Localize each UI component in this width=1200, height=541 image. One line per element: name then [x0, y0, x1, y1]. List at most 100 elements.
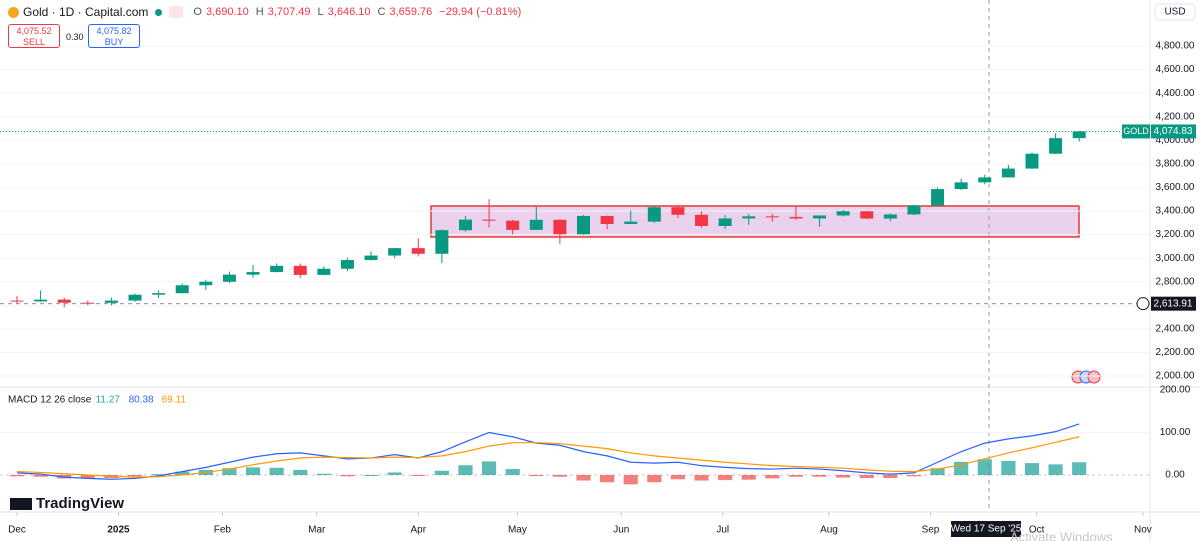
- x-tick-label: Nov: [1134, 525, 1152, 536]
- symbol[interactable]: Gold · 1D · Capital.com: [23, 5, 149, 19]
- macd-histogram-bar: [387, 472, 402, 476]
- ohlc-value: 3,646.10: [327, 6, 371, 18]
- candle-body: [246, 272, 260, 275]
- y-tick-label: 4,200.00: [1156, 111, 1195, 122]
- candle-body: [742, 216, 756, 219]
- candle-body: [104, 300, 118, 303]
- macd-histogram-bar: [269, 467, 284, 476]
- event-icon[interactable]: [169, 6, 184, 18]
- sell-button[interactable]: 4,075.52 SELL: [8, 24, 60, 48]
- candle-body: [270, 265, 284, 273]
- candle-body: [81, 302, 95, 304]
- candle-body: [388, 248, 402, 256]
- last-price-label: 4,074.83: [1154, 126, 1193, 137]
- candle-body: [506, 220, 520, 230]
- macd-histogram-bar: [1048, 464, 1063, 476]
- x-tick-label: 2025: [107, 525, 130, 536]
- x-tick-label: Jun: [613, 525, 629, 536]
- candle-body: [199, 281, 213, 286]
- macd-histogram-bar: [127, 475, 143, 477]
- buy-button[interactable]: 4,075.82 BUY: [88, 24, 140, 48]
- crosshair-date: Wed 17 Sep '25: [951, 524, 1022, 535]
- ohlc-value: 3,659.76: [389, 6, 433, 18]
- macd-histogram-bar: [529, 475, 544, 477]
- currency[interactable]: USD: [1164, 7, 1185, 18]
- macd-histogram-bar: [788, 475, 804, 477]
- macd-histogram-bar: [977, 459, 992, 476]
- candle-body: [907, 205, 921, 215]
- currency-button[interactable]: [1154, 3, 1196, 21]
- macd-histogram-bar: [363, 475, 379, 477]
- header: Gold · 1D · Capital.com O 3,690.10 H 3,707…: [8, 5, 524, 19]
- candle-body: [813, 215, 827, 219]
- change: −29.94 (−0.81%): [439, 6, 522, 18]
- macd-histogram-bar: [765, 475, 780, 479]
- ohlc-value: 3,690.10: [205, 6, 249, 18]
- macd-line: [16, 436, 1080, 478]
- x-tick-label: Apr: [410, 525, 426, 536]
- candle-body: [765, 216, 779, 218]
- ohlc-value: 3,707.49: [267, 6, 311, 18]
- candle-body: [364, 255, 378, 261]
- candle-body: [1025, 153, 1039, 169]
- macd-histogram-bar: [505, 469, 520, 476]
- macd-histogram-bar: [647, 475, 662, 483]
- macd-histogram-bar: [293, 469, 308, 476]
- y-tick-label: 4,400.00: [1156, 88, 1195, 99]
- candle-body: [175, 285, 189, 294]
- macd-histogram-bar: [623, 475, 638, 485]
- add-alert-button[interactable]: [1136, 297, 1150, 311]
- macd-histogram-bar: [930, 468, 945, 476]
- candle-body: [718, 218, 732, 226]
- candle-body: [883, 214, 897, 219]
- x-tick-label: Sep: [922, 525, 940, 536]
- ohlc-label: O: [193, 6, 202, 18]
- x-tick-label: Aug: [820, 525, 838, 536]
- macd-histogram-bar: [1024, 463, 1040, 476]
- macd-histogram-bar: [80, 475, 95, 479]
- candle-body: [1072, 131, 1086, 139]
- y-tick-label: 2,000.00: [1156, 371, 1195, 382]
- buy-label: BUY: [104, 37, 124, 47]
- candle-body: [222, 274, 236, 282]
- y-tick-label: 100.00: [1160, 427, 1191, 438]
- macd-histogram-bar: [434, 470, 449, 476]
- last-price-name-box: [1122, 124, 1150, 139]
- macd-histogram-bar: [1001, 460, 1016, 476]
- crosshair-price-label: 2,613.91: [1154, 298, 1193, 309]
- y-tick-label: 2,800.00: [1156, 276, 1195, 287]
- y-tick-label: 3,200.00: [1156, 229, 1195, 240]
- y-tick-label: 3,600.00: [1156, 182, 1195, 193]
- candle-body: [34, 299, 48, 302]
- branding: TradingView: [36, 495, 124, 512]
- candle-body: [152, 293, 166, 295]
- candle-body: [978, 177, 992, 183]
- macd-histogram-bar: [718, 475, 733, 481]
- macd-histogram-bar: [859, 475, 874, 478]
- macd-histogram-bar: [481, 461, 497, 476]
- y-tick-label: 0.00: [1165, 470, 1185, 481]
- event-flag[interactable]: [1087, 370, 1101, 384]
- candle-body: [647, 207, 661, 222]
- macd-histogram-bar: [316, 473, 331, 476]
- sell-label: SELL: [22, 37, 46, 47]
- macd-histogram-bar: [458, 465, 473, 476]
- ohlc-label: C: [377, 6, 386, 18]
- last-price-name: GOLD: [1123, 126, 1149, 136]
- candle-body: [435, 230, 449, 254]
- macd-histogram-bar: [222, 468, 237, 476]
- candle-body: [1049, 138, 1063, 154]
- candle-body: [836, 211, 850, 216]
- macd-histogram-bar: [340, 475, 355, 477]
- spread: 0.30: [66, 32, 84, 42]
- y-tick-label: 4,600.00: [1156, 64, 1195, 75]
- crosshair-date-box: [951, 521, 1021, 537]
- macd-histogram-bar: [694, 475, 709, 481]
- candle-body: [553, 219, 567, 235]
- x-tick-label: Oct: [1029, 525, 1045, 536]
- macd-histogram-bar: [175, 471, 190, 476]
- y-tick-label: 200.00: [1160, 385, 1191, 396]
- candle-body: [577, 215, 590, 235]
- macd-line: [16, 423, 1080, 480]
